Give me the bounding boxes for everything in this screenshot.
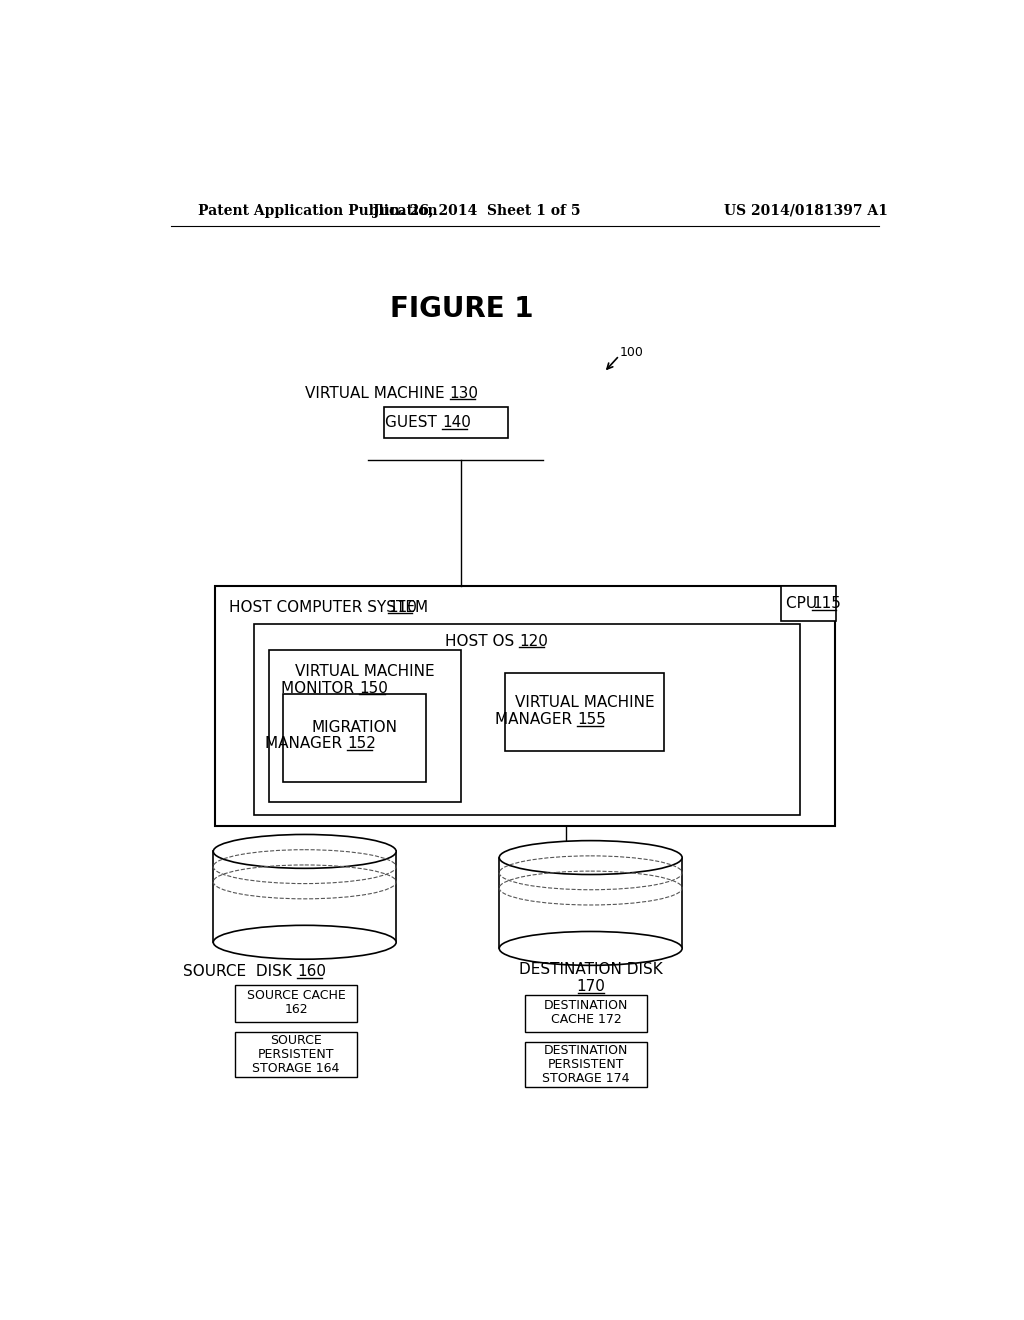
- Text: 120: 120: [519, 634, 548, 648]
- Ellipse shape: [213, 925, 396, 960]
- Text: STORAGE 164: STORAGE 164: [253, 1063, 340, 1074]
- Text: STORAGE 174: STORAGE 174: [543, 1072, 630, 1085]
- Text: PERSISTENT: PERSISTENT: [548, 1059, 625, 1072]
- Text: US 2014/0181397 A1: US 2014/0181397 A1: [724, 203, 888, 218]
- Text: DESTINATION DISK: DESTINATION DISK: [519, 962, 663, 978]
- Bar: [524, 1043, 647, 1088]
- Text: 162: 162: [285, 1003, 308, 1016]
- Bar: [269, 649, 461, 803]
- Text: PERSISTENT: PERSISTENT: [258, 1048, 335, 1061]
- Bar: [781, 586, 836, 622]
- Text: SOURCE  DISK: SOURCE DISK: [183, 964, 297, 979]
- Text: HOST COMPUTER SYSTEM: HOST COMPUTER SYSTEM: [228, 599, 437, 615]
- Ellipse shape: [213, 834, 396, 869]
- Text: CPU: CPU: [786, 595, 822, 611]
- Text: VIRTUAL MACHINE: VIRTUAL MACHINE: [515, 696, 654, 710]
- Text: 115: 115: [812, 595, 841, 611]
- Text: SOURCE: SOURCE: [270, 1035, 323, 1047]
- Bar: [215, 586, 835, 826]
- Text: MONITOR: MONITOR: [281, 681, 359, 696]
- Text: 140: 140: [442, 414, 471, 430]
- Bar: [234, 1032, 357, 1077]
- Text: Patent Application Publication: Patent Application Publication: [198, 203, 437, 218]
- Text: 100: 100: [621, 346, 644, 359]
- Ellipse shape: [500, 932, 682, 965]
- Text: FIGURE 1: FIGURE 1: [389, 294, 534, 322]
- Text: MIGRATION: MIGRATION: [311, 719, 397, 734]
- Text: SOURCE CACHE: SOURCE CACHE: [247, 989, 345, 1002]
- Text: 155: 155: [578, 713, 606, 727]
- Text: MANAGER: MANAGER: [265, 737, 347, 751]
- Text: CACHE 172: CACHE 172: [551, 1012, 622, 1026]
- Text: 110: 110: [388, 599, 417, 615]
- Text: VIRTUAL MACHINE: VIRTUAL MACHINE: [295, 664, 435, 678]
- Bar: [524, 995, 647, 1032]
- Bar: [384, 407, 508, 438]
- Bar: [234, 985, 357, 1022]
- Bar: [254, 624, 800, 816]
- Text: MANAGER: MANAGER: [496, 713, 578, 727]
- Text: 160: 160: [297, 964, 326, 979]
- Text: 152: 152: [347, 737, 376, 751]
- Ellipse shape: [500, 841, 682, 875]
- Text: 150: 150: [359, 681, 388, 696]
- Bar: [283, 693, 426, 781]
- Text: DESTINATION: DESTINATION: [544, 1044, 628, 1057]
- Text: 170: 170: [577, 979, 605, 994]
- Text: DESTINATION: DESTINATION: [544, 999, 628, 1012]
- Text: HOST OS: HOST OS: [444, 634, 519, 648]
- Bar: [506, 673, 665, 751]
- Text: VIRTUAL MACHINE: VIRTUAL MACHINE: [305, 385, 450, 401]
- Text: GUEST: GUEST: [385, 414, 442, 430]
- Text: Jun. 26, 2014  Sheet 1 of 5: Jun. 26, 2014 Sheet 1 of 5: [373, 203, 581, 218]
- Text: 130: 130: [450, 385, 478, 401]
